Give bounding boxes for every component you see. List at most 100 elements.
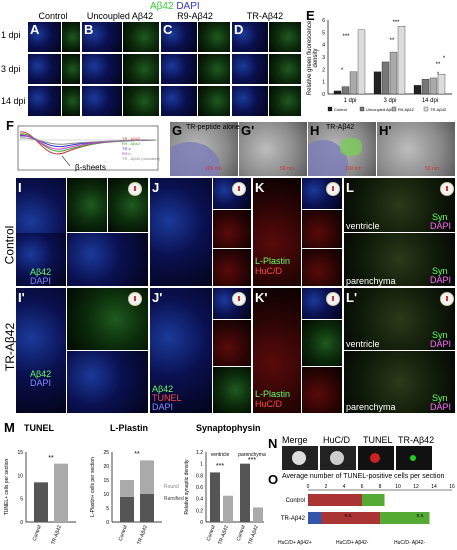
e-sig: * <box>437 72 440 78</box>
panel-k2-b <box>302 320 342 366</box>
e-tick: 5 <box>322 30 325 36</box>
e-bar <box>341 86 350 95</box>
panel-n-merge <box>282 446 318 470</box>
o-ns-1: n.s. <box>344 513 352 519</box>
brain-icon-j <box>232 182 246 196</box>
label-k2: K' <box>255 290 268 305</box>
e-ylabel: Relative green fluorescence density <box>307 20 319 96</box>
e-tick: 4 <box>322 43 325 49</box>
i2-ch2: DAPI <box>30 378 52 388</box>
panel-l <box>344 178 455 232</box>
panel-c-1 <box>161 22 197 52</box>
e-legend-label: Control <box>334 107 347 112</box>
l-ch2a: DAPI <box>430 221 452 231</box>
f-annotation: β-sheets <box>75 163 106 172</box>
f-legend-2: R9 - Aβ42 <box>122 141 140 146</box>
col-header-tr: TR-Aβ42 <box>246 11 284 21</box>
m-tunel-sig: ** <box>48 455 54 462</box>
m-tunel-ylabel: TUNEL+ cells per section <box>4 459 10 516</box>
row-label-control: Control <box>2 225 17 265</box>
panel-b-2b <box>123 54 159 84</box>
m-lp-legend-ramified: Ramified <box>164 496 184 502</box>
l-region1: ventricle <box>346 221 380 231</box>
panel-a-3b <box>62 86 80 116</box>
o-axis-tick: 0 <box>307 484 310 490</box>
label-h: H <box>310 123 320 138</box>
e-sig: *** <box>392 20 400 26</box>
chart-f <box>17 125 159 171</box>
label-j: J <box>152 180 160 195</box>
m-lp-ylabel: L-Plastin+ cells per section <box>90 457 96 517</box>
e-bar <box>357 29 366 95</box>
m-tunel-cat: Control <box>32 525 43 542</box>
m-syn-title: Synaptophysin <box>196 423 261 433</box>
m-tunel-cat: TR-Aβ42 <box>50 524 63 545</box>
panel-a-2 <box>28 54 61 84</box>
panel-j-b <box>213 210 251 248</box>
panel-l2-b <box>344 351 455 413</box>
f-legend-3: TR-c <box>122 146 131 151</box>
o-seg <box>380 512 430 524</box>
panel-a-1b <box>62 22 80 52</box>
e-legend-label: Uncoupled Aβ42 <box>366 107 396 112</box>
e-tick: 2 <box>322 67 325 73</box>
row-label-14dpi: 14 dpi <box>1 96 26 106</box>
o-legend-label: HuC/D+ Aβ42+ <box>278 540 312 546</box>
panel-b-1b <box>123 22 159 52</box>
e-legend-swatch <box>359 106 365 112</box>
panel-i2-c <box>67 351 148 413</box>
l-ch1b: Syn <box>432 266 448 276</box>
f-legend: TR - Aβ42 R9 - Aβ42 TR-c R9-c TR - Aβ42 … <box>122 136 160 161</box>
label-o: O <box>268 472 279 487</box>
e-group-label: 3 dpi <box>383 98 396 104</box>
label-n: N <box>268 436 278 451</box>
m-syn-tick: 0.6 <box>196 485 203 491</box>
n-title-merge: Merge <box>282 435 308 445</box>
m-tunel-title: TUNEL <box>24 423 54 433</box>
m-lp-cat: TR-Aβ42 <box>136 524 149 545</box>
o-legend-label: HuC/D+ Aβ42- <box>336 540 369 546</box>
panel-c-3b <box>198 86 230 116</box>
panel-k <box>253 178 301 286</box>
panel-d-2 <box>232 54 268 84</box>
o-seg <box>308 494 362 506</box>
j2-ch2: TUNEL <box>152 393 182 403</box>
m-syn-cat: TR-Aβ42 <box>247 524 260 545</box>
channel-header: Aβ42 DAPI <box>150 1 200 12</box>
panel-k2-c <box>302 367 342 413</box>
m-syn-bar <box>223 495 233 522</box>
m-lp-cat: Control <box>118 525 129 542</box>
o-axis-tick: 16 <box>449 484 455 490</box>
panel-g2 <box>239 122 307 176</box>
panel-b-3b <box>123 86 159 116</box>
l2-ch2b: DAPI <box>430 402 452 412</box>
o-axis-tick: 12 <box>413 484 419 490</box>
m-tunel-tick: 5 <box>20 497 23 503</box>
m-lp-bar-ramified <box>140 494 154 522</box>
m-syn-ylabel: Relative synaptic density <box>184 459 190 515</box>
n-cell-hucd <box>330 451 344 465</box>
l2-ch1a: Syn <box>432 330 448 340</box>
e-legend-swatch <box>391 106 397 112</box>
l-ch2b: DAPI <box>430 275 452 285</box>
panel-g <box>170 122 238 176</box>
label-l: L <box>346 180 354 195</box>
o-axis-tick: 10 <box>395 484 401 490</box>
panel-c-2 <box>161 54 197 84</box>
h-aggregate <box>340 138 362 156</box>
panel-j2 <box>150 288 212 413</box>
abeta-label: Aβ42 <box>150 1 174 12</box>
m-syn-tick: 0.2 <box>196 508 203 514</box>
l2-ch2a: DAPI <box>430 339 452 349</box>
e-tick: 3 <box>322 55 325 61</box>
h-scale: 100 nm <box>345 166 362 172</box>
m-syn-tick: 1 <box>200 462 203 468</box>
l-ch1a: Syn <box>432 212 448 222</box>
col-header-control: Control <box>38 11 68 21</box>
label-c: C <box>163 22 173 37</box>
g-title: TR-peptide alone <box>186 124 240 131</box>
e-bar <box>397 26 406 95</box>
label-l2: L' <box>346 290 358 305</box>
panel-k-c <box>302 249 342 286</box>
m-syn-group-ventricle: ventricle <box>211 452 230 458</box>
